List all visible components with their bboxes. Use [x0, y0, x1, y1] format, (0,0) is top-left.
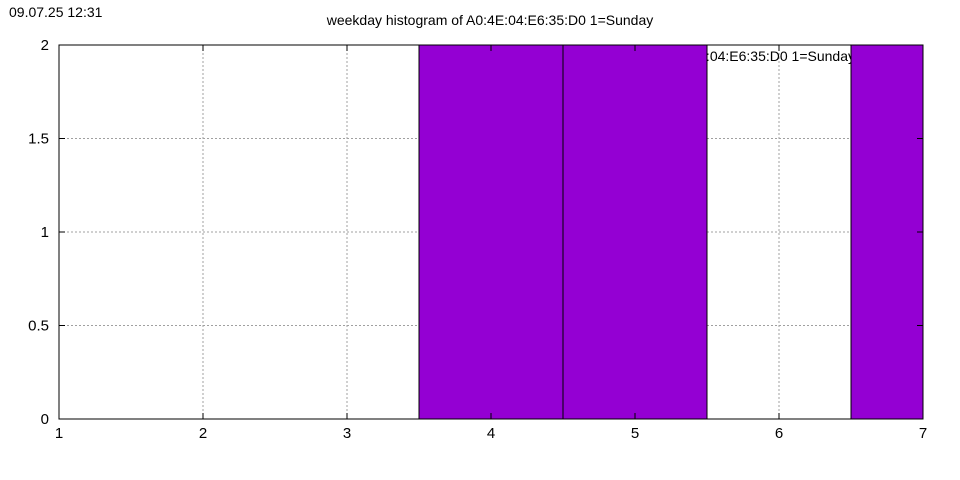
legend-label: A0:4E:04:E6:35:D0 1=Sunday — [668, 48, 855, 64]
y-tick-label: 1 — [41, 224, 49, 241]
y-tick-label: 0.5 — [28, 318, 49, 335]
x-tick-label: 5 — [631, 425, 639, 442]
histogram-bar — [850, 44, 924, 420]
y-tick-label: 1.5 — [28, 131, 49, 148]
bars — [418, 44, 924, 420]
x-tick-label: 2 — [199, 425, 207, 442]
histogram-bar — [418, 44, 564, 420]
chart-title: weekday histogram of A0:4E:04:E6:35:D0 1… — [326, 12, 654, 28]
y-tick-label: 2 — [41, 37, 49, 54]
legend: A0:4E:04:E6:35:D0 1=Sunday — [668, 48, 855, 64]
x-tick-label: 7 — [919, 425, 927, 442]
histogram-bar — [562, 44, 708, 420]
x-axis-ticks: 1 2 3 4 5 6 7 — [55, 45, 927, 442]
y-axis-ticks: 0 0.5 1 1.5 2 — [28, 37, 923, 428]
y-tick-label: 0 — [41, 411, 49, 428]
x-tick-label: 6 — [775, 425, 783, 442]
x-tick-label: 4 — [487, 425, 495, 442]
x-tick-label: 3 — [343, 425, 351, 442]
timestamp: 09.07.25 12:31 — [9, 4, 103, 20]
x-tick-label: 1 — [55, 425, 63, 442]
